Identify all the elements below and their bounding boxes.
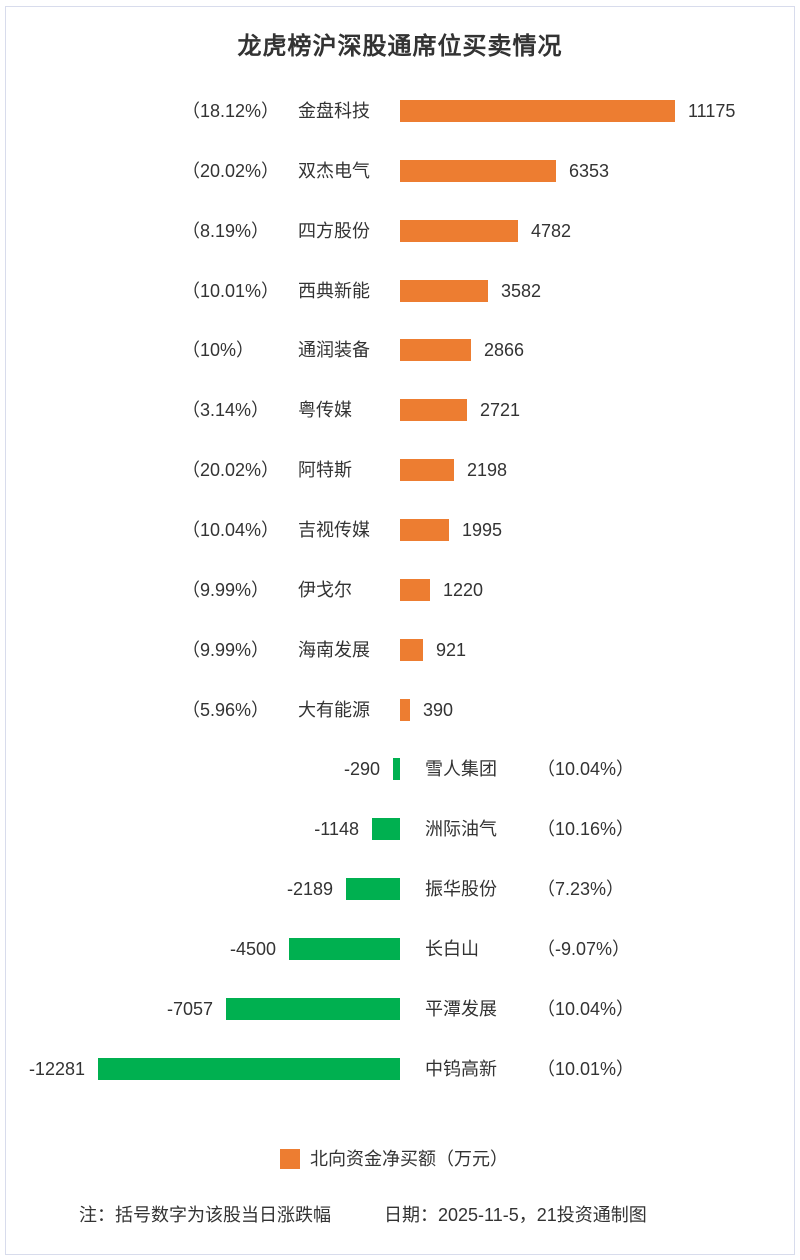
- stock-name-label: 粤传媒: [298, 400, 352, 420]
- stock-name-label: 大有能源: [298, 700, 370, 720]
- positive-bar: [400, 459, 454, 481]
- change-pct-label: （20.02%）: [182, 460, 280, 480]
- bar-row: -1148 洲际油气 （10.16%）: [0, 818, 800, 840]
- change-pct-label: （10.04%）: [537, 999, 635, 1019]
- positive-bar: [400, 280, 488, 302]
- stock-name-label: 雪人集团: [425, 759, 497, 779]
- bar-row: （10.01%） 西典新能 3582: [0, 280, 800, 302]
- stock-name-label: 金盘科技: [298, 101, 370, 121]
- footer: 注：括号数字为该股当日涨跌幅 日期：2025-11-5，21投资通制图: [0, 1203, 800, 1227]
- value-label: 6353: [569, 161, 610, 181]
- value-label: 3582: [501, 281, 542, 301]
- positive-bar: [400, 519, 449, 541]
- negative-bar: [372, 818, 400, 840]
- stock-name-label: 振华股份: [425, 879, 497, 899]
- negative-bar: [393, 758, 400, 780]
- change-pct-label: （8.19%）: [182, 221, 270, 241]
- value-label: 1220: [443, 580, 484, 600]
- change-pct-label: （10.04%）: [537, 759, 635, 779]
- value-label: -290: [343, 759, 380, 779]
- value-label: 2721: [480, 400, 521, 420]
- value-label: 921: [436, 640, 467, 660]
- value-label: -2189: [286, 879, 333, 899]
- stock-name-label: 平潭发展: [425, 999, 497, 1019]
- bar-row: -12281 中钨高新 （10.01%）: [0, 1058, 800, 1080]
- bar-row: （10%） 通润装备 2866: [0, 339, 800, 361]
- legend-label: 北向资金净买额（万元）: [310, 1149, 508, 1169]
- value-label: 4782: [531, 221, 572, 241]
- bar-row: （9.99%） 伊戈尔 1220: [0, 579, 800, 601]
- bar-row: （3.14%） 粤传媒 2721: [0, 399, 800, 421]
- value-label: 1995: [462, 520, 503, 540]
- stock-name-label: 吉视传媒: [298, 520, 370, 540]
- stock-name-label: 中钨高新: [425, 1059, 497, 1079]
- positive-bar: [400, 579, 430, 601]
- bar-row: （10.04%） 吉视传媒 1995: [0, 519, 800, 541]
- value-label: 11175: [688, 101, 736, 121]
- change-pct-label: （3.14%）: [182, 400, 270, 420]
- value-label: 390: [423, 700, 454, 720]
- positive-bar: [400, 699, 410, 721]
- bar-row: （18.12%） 金盘科技 11175: [0, 100, 800, 122]
- change-pct-label: （9.99%）: [182, 640, 270, 660]
- stock-name-label: 洲际油气: [425, 819, 497, 839]
- positive-bar: [400, 339, 471, 361]
- bar-row: -4500 长白山 （-9.07%）: [0, 938, 800, 960]
- bar-row: （9.99%） 海南发展 921: [0, 639, 800, 661]
- bar-row: （20.02%） 阿特斯 2198: [0, 459, 800, 481]
- change-pct-label: （5.96%）: [182, 700, 270, 720]
- bar-row: -7057 平潭发展 （10.04%）: [0, 998, 800, 1020]
- positive-bar: [400, 399, 467, 421]
- bar-row: -290 雪人集团 （10.04%）: [0, 758, 800, 780]
- positive-bar: [400, 639, 423, 661]
- change-pct-label: （-9.07%）: [537, 939, 631, 959]
- footer-note: 注：括号数字为该股当日涨跌幅: [79, 1205, 331, 1225]
- change-pct-label: （7.23%）: [537, 879, 625, 899]
- change-pct-label: （18.12%）: [182, 101, 280, 121]
- change-pct-label: （9.99%）: [182, 580, 270, 600]
- positive-bar: [400, 160, 556, 182]
- bar-row: -2189 振华股份 （7.23%）: [0, 878, 800, 900]
- stock-name-label: 通润装备: [298, 340, 370, 360]
- change-pct-label: （20.02%）: [182, 161, 280, 181]
- negative-bar: [98, 1058, 400, 1080]
- value-label: -4500: [229, 939, 276, 959]
- bar-row: （5.96%） 大有能源 390: [0, 699, 800, 721]
- stock-name-label: 四方股份: [298, 221, 370, 241]
- bar-row: （20.02%） 双杰电气 6353: [0, 160, 800, 182]
- chart-title: 龙虎榜沪深股通席位买卖情况: [237, 33, 563, 60]
- footer-date-credit: 日期：2025-11-5，21投资通制图: [384, 1205, 647, 1225]
- legend: 北向资金净买额（万元）: [0, 1148, 800, 1170]
- stock-name-label: 阿特斯: [298, 460, 352, 480]
- positive-bar: [400, 100, 675, 122]
- negative-bar: [226, 998, 400, 1020]
- legend-swatch-icon: [280, 1149, 300, 1169]
- stock-name-label: 长白山: [425, 939, 479, 959]
- change-pct-label: （10.16%）: [537, 819, 635, 839]
- negative-bar: [346, 878, 400, 900]
- stock-name-label: 西典新能: [298, 281, 370, 301]
- stock-name-label: 伊戈尔: [298, 580, 352, 600]
- value-label: -1148: [314, 819, 359, 839]
- change-pct-label: （10%）: [182, 340, 255, 360]
- value-label: 2198: [467, 460, 508, 480]
- stock-name-label: 双杰电气: [298, 161, 370, 181]
- bar-row: （8.19%） 四方股份 4782: [0, 220, 800, 242]
- change-pct-label: （10.04%）: [182, 520, 280, 540]
- negative-bar: [289, 938, 400, 960]
- value-label: -7057: [166, 999, 213, 1019]
- value-label: 2866: [484, 340, 525, 360]
- change-pct-label: （10.01%）: [182, 281, 280, 301]
- positive-bar: [400, 220, 518, 242]
- change-pct-label: （10.01%）: [537, 1059, 635, 1079]
- value-label: -12281: [28, 1059, 85, 1079]
- stock-name-label: 海南发展: [298, 640, 370, 660]
